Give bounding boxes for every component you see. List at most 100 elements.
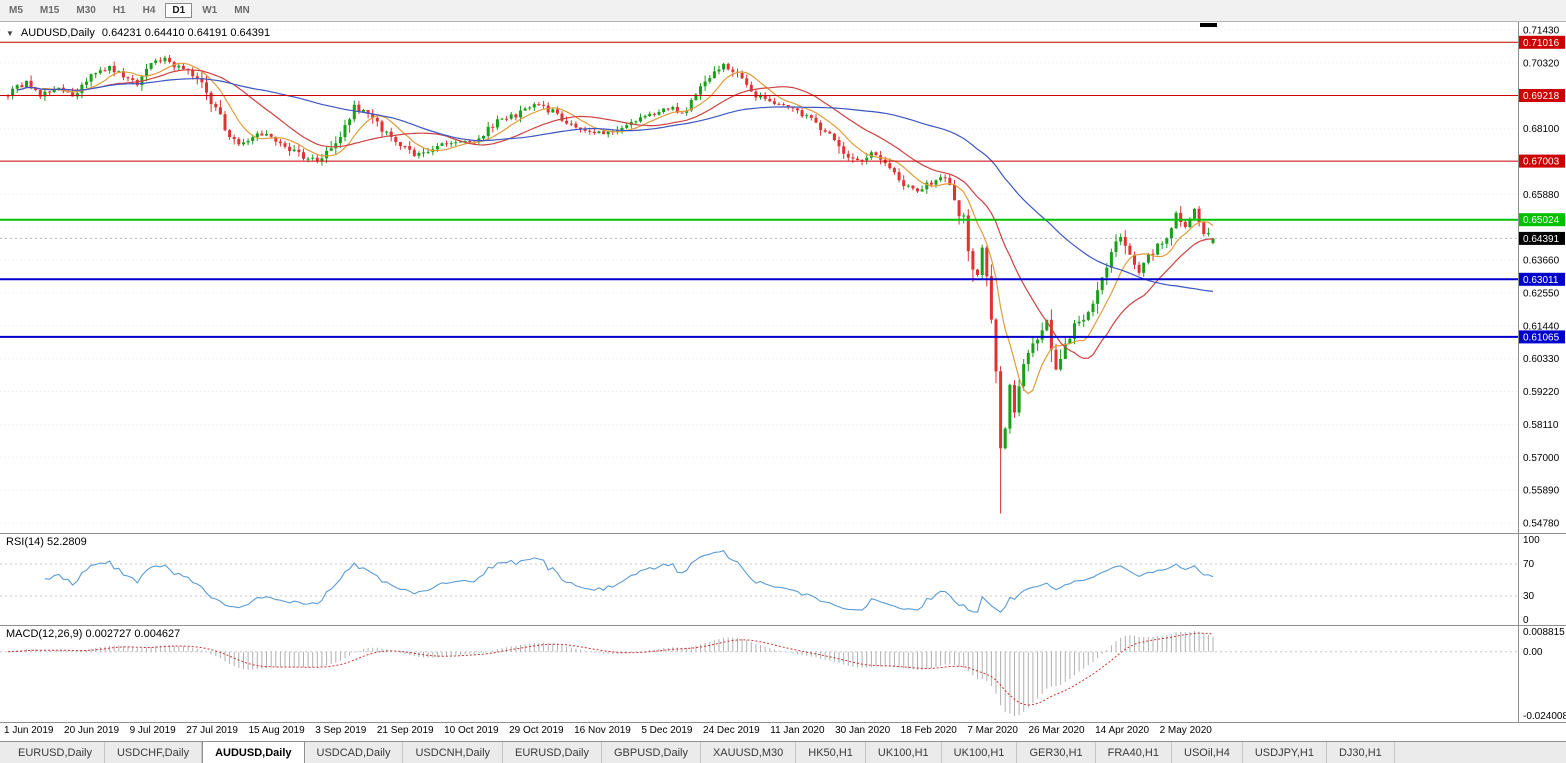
rsi-scale-30: 30 [1523, 591, 1535, 602]
rsi-scale-70: 70 [1523, 559, 1535, 570]
rsi-indicator-label: RSI(14) 52.2809 [6, 536, 87, 548]
price-tick-label: 0.70320 [1523, 58, 1560, 69]
macd-signal-line [7, 632, 1214, 706]
date-label: 26 Mar 2020 [1028, 725, 1085, 736]
price-badge-0.67003: 0.67003 [1519, 154, 1565, 168]
price-tick-label: 0.62550 [1523, 288, 1560, 299]
macd-scale-zero: 0.00 [1523, 647, 1543, 658]
date-label: 20 Jun 2019 [64, 725, 120, 736]
date-label: 21 Sep 2019 [376, 725, 434, 736]
chart-tab-bar: EURUSD,Daily USDCHF,Daily AUDUSD,Daily U… [0, 741, 1566, 763]
price-tick-label: 0.63660 [1523, 256, 1560, 267]
date-label: 29 Oct 2019 [509, 725, 564, 736]
tab-usdchf-daily[interactable]: USDCHF,Daily [105, 742, 203, 763]
tab-usdcad-daily[interactable]: USDCAD,Daily [305, 742, 404, 763]
rsi-scale-100: 100 [1523, 535, 1540, 546]
timeframe-button-h4[interactable]: H4 [136, 3, 163, 18]
tab-usdjpy-h1[interactable]: USDJPY,H1 [1243, 742, 1327, 763]
svg-text:0.63011: 0.63011 [1523, 275, 1559, 286]
date-label: 15 Aug 2019 [248, 725, 305, 736]
candlestick-series [6, 55, 1215, 514]
svg-text:0.65024: 0.65024 [1523, 215, 1560, 226]
date-label: 16 Nov 2019 [574, 725, 631, 736]
svg-text:0.69218: 0.69218 [1523, 91, 1560, 102]
timeframe-button-m30[interactable]: M30 [69, 3, 102, 18]
date-label: 5 Dec 2019 [641, 725, 693, 736]
price-scale[interactable]: 0.71430 0.70320 0.68100 0.65880 0.63660 0.625… [1519, 26, 1566, 723]
tab-gbpusd-daily[interactable]: GBPUSD,Daily [602, 742, 701, 763]
timeframe-button-mn[interactable]: MN [227, 3, 257, 18]
timeframe-toolbar: M5 M15 M30 H1 H4 D1 W1 MN [0, 0, 1566, 22]
price-tick-label: 0.60330 [1523, 354, 1560, 365]
tab-xauusd-m30[interactable]: XAUUSD,M30 [701, 742, 797, 763]
date-label: 18 Feb 2020 [900, 725, 957, 736]
price-tick-label: 0.65880 [1523, 190, 1560, 201]
price-badge-0.71016: 0.71016 [1519, 35, 1565, 49]
price-gridlines [0, 29, 1518, 524]
timeframe-button-m5[interactable]: M5 [2, 3, 30, 18]
tab-uk100-h1-2[interactable]: UK100,H1 [942, 742, 1018, 763]
tab-fra40-h1[interactable]: FRA40,H1 [1096, 742, 1172, 763]
macd-scale-min: -0.0240082 [1523, 711, 1566, 722]
macd-indicator-label: MACD(12,26,9) 0.002727 0.004627 [6, 628, 181, 640]
price-badge-0.69218: 0.69218 [1519, 89, 1565, 102]
chart-region[interactable]: 0.71430 0.70320 0.68100 0.65880 0.63660 0.625… [0, 22, 1566, 741]
tab-uk100-h1-1[interactable]: UK100,H1 [866, 742, 942, 763]
chart-ohlc-readout: 0.64231 0.64410 0.64191 0.64391 [101, 27, 271, 39]
moving-average-lines [17, 62, 1214, 395]
price-tick-label: 0.68100 [1523, 124, 1560, 135]
date-label: 11 Jan 2020 [770, 725, 825, 736]
price-chart-canvas[interactable]: 0.71430 0.70320 0.68100 0.65880 0.63660 0.625… [0, 22, 1566, 741]
svg-text:0.71016: 0.71016 [1523, 38, 1560, 49]
price-tick-label: 0.59220 [1523, 387, 1560, 398]
price-tick-label: 0.58110 [1523, 420, 1559, 431]
chart-title: ▼ AUDUSD,Daily 0.64231 0.64410 0.64191 0… [6, 27, 270, 39]
tab-hk50-h1[interactable]: HK50,H1 [796, 742, 866, 763]
ma-line-mid [17, 69, 1214, 360]
timeframe-button-h1[interactable]: H1 [106, 3, 133, 18]
tab-eurusd-daily-1[interactable]: EURUSD,Daily [6, 742, 105, 763]
price-badge-0.64391: 0.64391 [1519, 231, 1565, 245]
chart-menu-icon[interactable]: ▼ [6, 28, 14, 38]
tab-audusd-daily[interactable]: AUDUSD,Daily [202, 742, 305, 763]
chart-symbol-period: AUDUSD,Daily [20, 27, 95, 39]
ma-line-fast [17, 62, 1214, 395]
date-label: 24 Dec 2019 [703, 725, 760, 736]
timeframe-button-d1[interactable]: D1 [165, 3, 193, 18]
tab-usdcnh-daily[interactable]: USDCNH,Daily [403, 742, 504, 763]
panel-separators [0, 22, 1566, 723]
timeframe-button-w1[interactable]: W1 [195, 3, 224, 18]
svg-text:0.64391: 0.64391 [1523, 234, 1560, 245]
price-badge-0.63011: 0.63011 [1519, 272, 1565, 286]
svg-text:0.61065: 0.61065 [1523, 332, 1560, 343]
tab-usoil-h4[interactable]: USOil,H4 [1172, 742, 1243, 763]
price-tick-label: 0.55890 [1523, 486, 1560, 497]
rsi-line [44, 550, 1214, 613]
rsi-panel [0, 550, 1518, 613]
date-axis[interactable]: 1 Jun 2019 20 Jun 2019 9 Jul 2019 27 Jul… [4, 725, 1212, 736]
macd-scale-max: 0.008815 [1523, 627, 1565, 638]
rsi-scale-0: 0 [1523, 615, 1529, 626]
tab-ger30-h1[interactable]: GER30,H1 [1017, 742, 1096, 763]
date-label: 2 May 2020 [1159, 725, 1212, 736]
date-label: 27 Jul 2019 [186, 725, 238, 736]
date-label: 10 Oct 2019 [444, 725, 499, 736]
tab-eurusd-daily-2[interactable]: EURUSD,Daily [503, 742, 602, 763]
price-badge-0.61065: 0.61065 [1519, 330, 1565, 344]
date-label: 7 Mar 2020 [967, 725, 1018, 736]
timeframe-button-m15[interactable]: M15 [33, 3, 66, 18]
date-label: 9 Jul 2019 [129, 725, 176, 736]
date-label: 14 Apr 2020 [1095, 725, 1150, 736]
date-label: 3 Sep 2019 [315, 725, 367, 736]
chart-scrollbar-thumb[interactable] [1200, 23, 1217, 27]
macd-histogram [12, 631, 1214, 716]
price-tick-label: 0.57000 [1523, 453, 1560, 464]
horizontal-level-lines [0, 41, 1518, 338]
price-tick-label: 0.71430 [1523, 26, 1560, 37]
svg-text:0.67003: 0.67003 [1523, 157, 1560, 168]
ma-line-slow [17, 78, 1214, 292]
price-tick-label: 0.54780 [1523, 519, 1560, 530]
macd-panel [0, 631, 1518, 716]
tab-dj30-h1[interactable]: DJ30,H1 [1327, 742, 1395, 763]
price-badge-0.65024: 0.65024 [1519, 213, 1565, 227]
